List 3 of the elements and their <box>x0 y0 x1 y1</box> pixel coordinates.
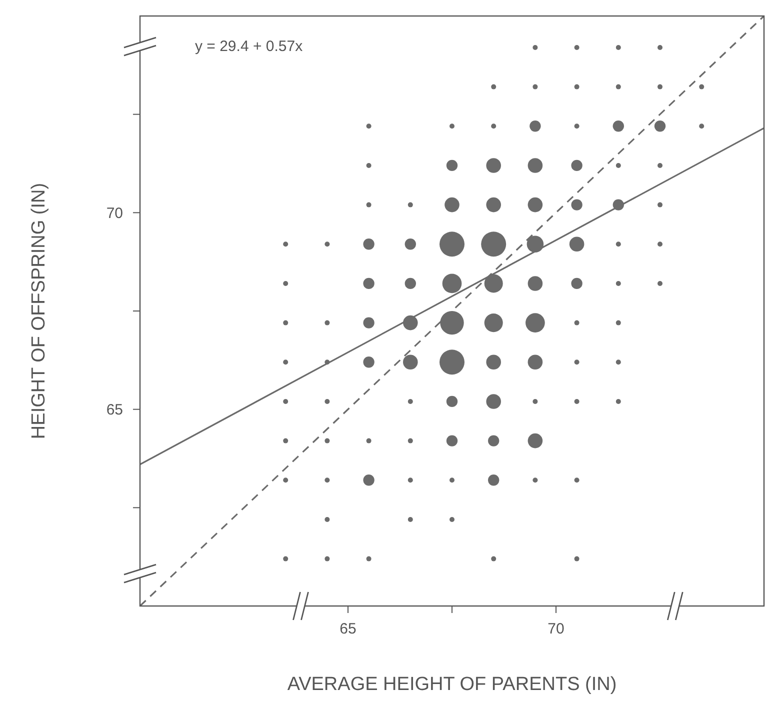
annotation: y = 29.4 + 0.57x <box>195 38 304 55</box>
y-axis-title: HEIGHT OF OFFSPRING (IN) <box>28 182 50 440</box>
x-axis-title: AVERAGE HEIGHT OF PARENTS (IN) <box>287 674 617 695</box>
